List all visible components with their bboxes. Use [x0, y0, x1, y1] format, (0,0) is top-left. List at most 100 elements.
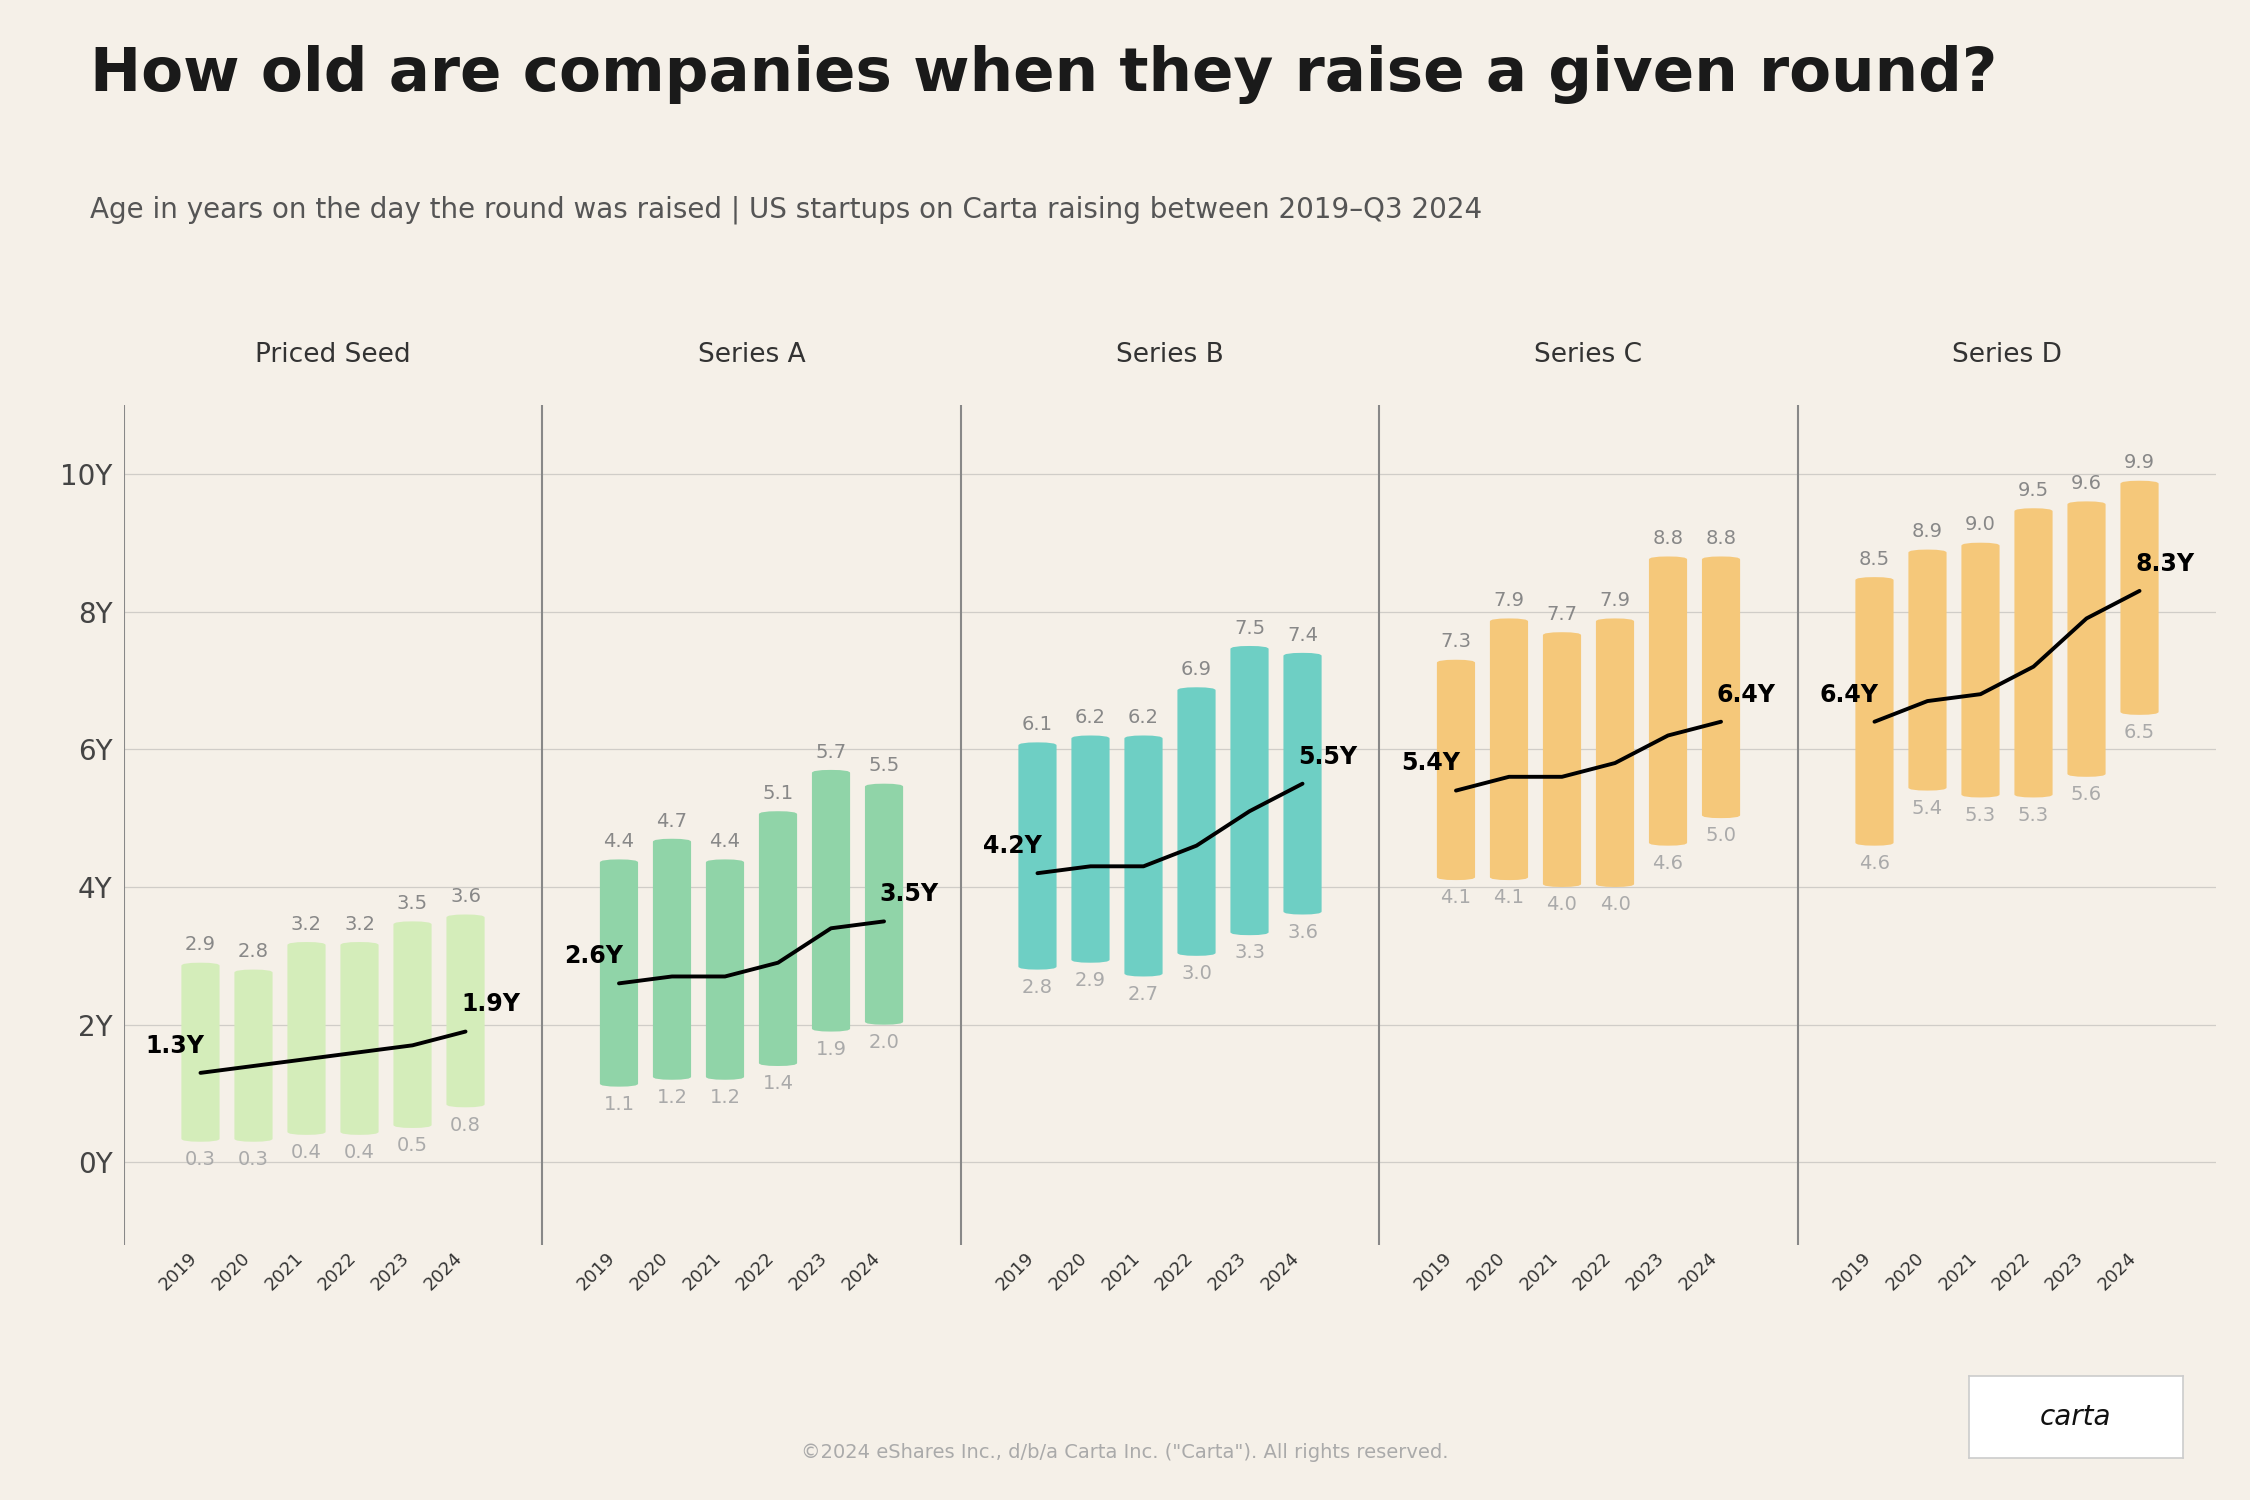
- Text: 2020: 2020: [209, 1248, 254, 1293]
- Text: 7.3: 7.3: [1440, 633, 1472, 651]
- Text: 2020: 2020: [1883, 1248, 1928, 1293]
- Text: 2024: 2024: [839, 1248, 884, 1293]
- Text: 5.7: 5.7: [814, 742, 846, 762]
- FancyBboxPatch shape: [1701, 556, 1739, 818]
- Text: 9.9: 9.9: [2124, 453, 2156, 472]
- Text: 6.4Y: 6.4Y: [1820, 682, 1879, 706]
- FancyBboxPatch shape: [288, 942, 326, 1136]
- Text: 6.1: 6.1: [1022, 716, 1053, 734]
- Text: 2019: 2019: [992, 1248, 1037, 1293]
- Text: 7.5: 7.5: [1233, 618, 1264, 638]
- FancyBboxPatch shape: [1962, 543, 2000, 798]
- Text: Series C: Series C: [1535, 342, 1642, 368]
- Text: 2021: 2021: [1516, 1248, 1561, 1293]
- Text: 2022: 2022: [315, 1248, 360, 1293]
- Text: 2022: 2022: [1989, 1248, 2034, 1293]
- Text: 1.2: 1.2: [709, 1088, 740, 1107]
- Text: 2.9: 2.9: [1076, 970, 1107, 990]
- Text: 2023: 2023: [1204, 1248, 1249, 1293]
- Text: carta: carta: [2041, 1402, 2110, 1431]
- Text: 2022: 2022: [1570, 1248, 1616, 1293]
- Text: 2021: 2021: [261, 1248, 306, 1293]
- Text: 4.2Y: 4.2Y: [983, 834, 1042, 858]
- Text: 5.4Y: 5.4Y: [1402, 752, 1460, 776]
- FancyBboxPatch shape: [1595, 618, 1634, 886]
- Text: 0.3: 0.3: [184, 1150, 216, 1168]
- Text: 8.9: 8.9: [1912, 522, 1944, 542]
- Text: 3.2: 3.2: [290, 915, 322, 934]
- Text: 2024: 2024: [2095, 1248, 2140, 1293]
- FancyBboxPatch shape: [1019, 742, 1058, 969]
- Text: 0.3: 0.3: [238, 1150, 270, 1168]
- Text: 4.6: 4.6: [1858, 853, 1890, 873]
- Text: 3.5Y: 3.5Y: [880, 882, 938, 906]
- Text: 1.9Y: 1.9Y: [461, 993, 520, 1017]
- Text: Priced Seed: Priced Seed: [254, 342, 412, 368]
- FancyBboxPatch shape: [864, 783, 902, 1024]
- FancyBboxPatch shape: [2014, 509, 2052, 798]
- Text: 2.9: 2.9: [184, 936, 216, 954]
- FancyBboxPatch shape: [2120, 480, 2158, 716]
- Text: 6.9: 6.9: [1181, 660, 1213, 680]
- Text: 2021: 2021: [1098, 1248, 1143, 1293]
- Text: 2.6Y: 2.6Y: [565, 944, 623, 968]
- Text: 4.4: 4.4: [709, 833, 740, 850]
- FancyBboxPatch shape: [1282, 652, 1321, 915]
- Text: 5.5: 5.5: [868, 756, 900, 776]
- FancyBboxPatch shape: [1649, 556, 1688, 846]
- FancyBboxPatch shape: [1856, 578, 1894, 846]
- Text: 7.9: 7.9: [1494, 591, 1526, 610]
- Text: 5.0: 5.0: [1706, 827, 1737, 846]
- Text: 2024: 2024: [1676, 1248, 1721, 1293]
- Text: 3.5: 3.5: [396, 894, 428, 914]
- FancyBboxPatch shape: [758, 812, 796, 1066]
- Text: 2020: 2020: [628, 1248, 673, 1293]
- FancyBboxPatch shape: [394, 921, 432, 1128]
- Text: 9.5: 9.5: [2018, 482, 2050, 500]
- Text: 1.4: 1.4: [763, 1074, 794, 1094]
- Text: 5.6: 5.6: [2070, 784, 2102, 804]
- FancyBboxPatch shape: [1438, 660, 1476, 880]
- Text: 4.7: 4.7: [657, 812, 688, 831]
- Text: 6.5: 6.5: [2124, 723, 2156, 742]
- Text: 2022: 2022: [734, 1248, 778, 1293]
- Text: 9.6: 9.6: [2070, 474, 2102, 494]
- Text: 2019: 2019: [574, 1248, 619, 1293]
- Text: 8.5: 8.5: [1858, 550, 1890, 568]
- Text: 3.2: 3.2: [344, 915, 376, 934]
- Text: 9.0: 9.0: [1964, 516, 1996, 534]
- Text: 2019: 2019: [155, 1248, 200, 1293]
- Text: 4.1: 4.1: [1440, 888, 1472, 908]
- Text: 0.5: 0.5: [396, 1136, 428, 1155]
- Text: 0.8: 0.8: [450, 1116, 481, 1134]
- FancyBboxPatch shape: [1125, 735, 1163, 976]
- Text: 4.4: 4.4: [603, 833, 634, 850]
- Text: 4.6: 4.6: [1652, 853, 1683, 873]
- Text: 2020: 2020: [1465, 1248, 1510, 1293]
- Text: 5.4: 5.4: [1912, 800, 1944, 818]
- Text: Series D: Series D: [1953, 342, 2061, 368]
- Text: 5.3: 5.3: [2018, 806, 2050, 825]
- FancyBboxPatch shape: [1071, 735, 1109, 963]
- Text: 2020: 2020: [1046, 1248, 1091, 1293]
- Text: 5.5Y: 5.5Y: [1298, 744, 1357, 768]
- Text: ©2024 eShares Inc., d/b/a Carta Inc. ("Carta"). All rights reserved.: ©2024 eShares Inc., d/b/a Carta Inc. ("C…: [801, 1443, 1449, 1462]
- FancyBboxPatch shape: [601, 859, 639, 1086]
- Text: 2024: 2024: [1258, 1248, 1303, 1293]
- FancyBboxPatch shape: [340, 942, 378, 1136]
- FancyBboxPatch shape: [182, 963, 220, 1142]
- FancyBboxPatch shape: [1908, 549, 1946, 790]
- Text: 1.3Y: 1.3Y: [146, 1034, 205, 1058]
- Text: 1.1: 1.1: [603, 1095, 634, 1114]
- Text: 5.3: 5.3: [1964, 806, 1996, 825]
- FancyBboxPatch shape: [1231, 646, 1269, 934]
- Text: 6.2: 6.2: [1127, 708, 1159, 728]
- FancyBboxPatch shape: [1490, 618, 1528, 880]
- Text: 7.7: 7.7: [1546, 604, 1577, 624]
- FancyBboxPatch shape: [706, 859, 745, 1080]
- Text: 8.3Y: 8.3Y: [2135, 552, 2194, 576]
- Text: 0.4: 0.4: [344, 1143, 376, 1162]
- Text: How old are companies when they raise a given round?: How old are companies when they raise a …: [90, 45, 1998, 104]
- FancyBboxPatch shape: [446, 915, 484, 1107]
- Text: Series A: Series A: [698, 342, 806, 368]
